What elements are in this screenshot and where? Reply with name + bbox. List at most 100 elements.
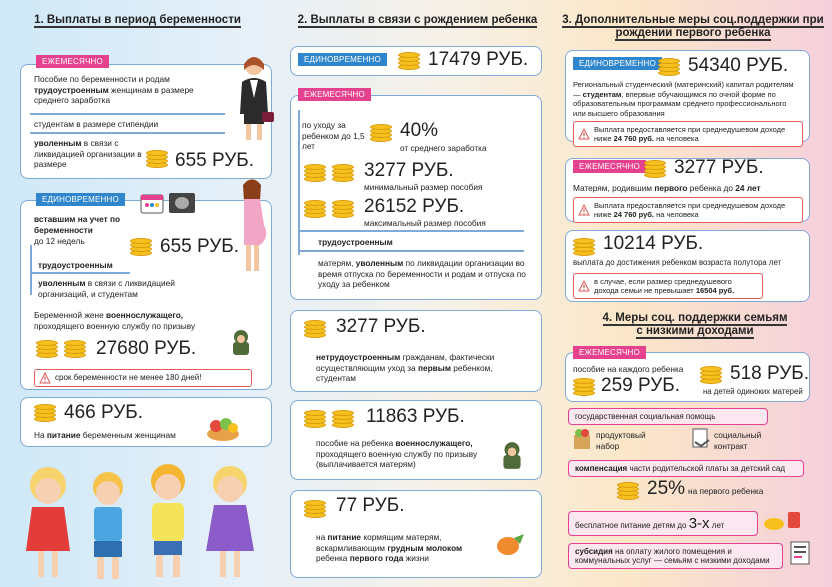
divider — [298, 230, 524, 232]
soldier-icon — [233, 330, 249, 355]
each-child-text: пособие на каждого ребенка — [573, 364, 684, 374]
amount-655-once: 655 РУБ. — [160, 236, 240, 257]
monthly-tag: ЕЖЕМЕСЯЧНО — [298, 88, 371, 101]
compensation-bar: компенсация части родительской платы за … — [568, 460, 804, 477]
connector-line — [30, 245, 32, 295]
registered-text: вставшим на учет по беременности — [34, 214, 121, 235]
amount-54340: 54340 РУБ. — [688, 55, 789, 76]
food-basket-icon — [207, 418, 239, 441]
coins-icon — [304, 164, 330, 182]
coins-icon — [304, 200, 330, 218]
employed-text: трудоустроенным — [318, 237, 393, 247]
subsidy-bar: субсидия на оплату жилого помещения и ко… — [568, 543, 783, 569]
once-tag: ЕДИНОВРЕМЕННО — [298, 53, 387, 66]
pregnancy-once-card — [20, 200, 272, 390]
amount-17479: 17479 РУБ. — [428, 49, 529, 70]
calendar-icon — [140, 194, 164, 214]
handshake-contract-icon — [692, 428, 710, 448]
dismissed-students-text: уволенным в связи с ликвидацией организа… — [38, 278, 175, 299]
coins-icon — [370, 124, 396, 142]
maternity-text: Пособие по беременности и родам трудоуст… — [34, 74, 194, 105]
section-1-title: 1. Выплаты в период беременности — [34, 14, 241, 28]
one-and-half-text: выплата до достижения ребенком возраста … — [573, 258, 782, 267]
section-4-title: 4. Меры соц. поддержки семьям с низкими … — [602, 312, 788, 339]
capital-text: Региональный студенческий (материнский) … — [573, 80, 794, 118]
unemployed-text: нетрудоустроенным гражданам, фактически … — [316, 352, 495, 383]
nursing-food-card — [290, 490, 542, 578]
soldier-wife-text: Беременной жене военнослужащего, проходя… — [34, 310, 196, 331]
coins-icon — [332, 200, 358, 218]
coins-icon — [64, 340, 90, 358]
warning-icon — [39, 372, 51, 384]
warning-icon — [578, 204, 590, 216]
coins-icon — [34, 404, 60, 422]
amount-3277-first: 3277 РУБ. — [674, 157, 764, 178]
max-label: максимальный размер пособия — [364, 218, 486, 228]
ultrasound-icon — [169, 193, 195, 213]
birth-monthly-card — [290, 95, 542, 300]
connector-line — [298, 110, 300, 255]
military-child-text: пособие на ребенка военнослужащего, прох… — [316, 438, 478, 469]
coins-icon — [304, 410, 330, 428]
divider — [30, 113, 225, 115]
warning-income-2: Выплата предоставляется при среднедушево… — [573, 197, 803, 223]
utility-bill-icon — [790, 541, 810, 565]
warning-icon — [578, 280, 590, 292]
warning-income-3: в случае, если размер среднедушевого дох… — [573, 273, 763, 299]
coins-icon — [304, 320, 330, 338]
nursing-food-text: на питание кормящим матерям, вскармливаю… — [316, 532, 463, 563]
care-percent-sub: от среднего заработка — [400, 143, 487, 153]
amount-77: 77 РУБ. — [336, 495, 405, 516]
pregnant-businesswoman-icon — [240, 57, 274, 140]
coins-icon — [658, 58, 684, 76]
monthly-tag: ЕЖЕМЕСЯЧНО — [573, 346, 646, 359]
soldier-icon — [503, 442, 521, 469]
low-income-monthly-card — [565, 352, 810, 402]
coins-icon — [146, 150, 172, 168]
amount-10214: 10214 РУБ. — [603, 233, 704, 254]
coins-icon — [700, 366, 726, 384]
food-set-text: продуктовый набор — [596, 430, 646, 451]
divider — [30, 272, 130, 274]
once-tag: ЕДИНОВРЕМЕННО — [36, 193, 125, 206]
coins-icon — [398, 52, 424, 70]
warning-income-1: Выплата предоставляется при среднедушево… — [573, 121, 803, 147]
baby-food-icon — [764, 512, 800, 530]
amount-3277-unemployed: 3277 РУБ. — [336, 316, 426, 337]
divider — [30, 132, 225, 134]
contract-text: социальный контракт — [714, 430, 762, 451]
section-3-title: 3. Дополнительные меры соц.поддержки при… — [562, 14, 824, 41]
amount-466: 466 РУБ. — [64, 402, 144, 423]
weeks-text: до 12 недель — [34, 236, 85, 246]
divider — [298, 250, 524, 252]
coins-icon — [130, 238, 156, 256]
mothers-text: матерям, уволенным по ликвидации организ… — [318, 258, 526, 289]
warning-icon — [578, 128, 590, 140]
coins-icon — [573, 238, 599, 256]
amount-26152-max: 26152 РУБ. — [364, 196, 465, 217]
coins-icon — [573, 378, 599, 396]
single-mothers-text: на детей одиноких матерей — [703, 387, 803, 396]
amount-518: 518 РУБ. — [730, 363, 810, 384]
coins-icon — [36, 340, 62, 358]
coins-icon — [332, 164, 358, 182]
once-tag: ЕДИНОВРЕМЕННО — [573, 57, 662, 70]
amount-259: 259 РУБ. — [601, 375, 681, 396]
care-text: по уходу за ребенком до 1,5 лет — [302, 120, 365, 151]
state-help-bar: государственная социальная помощь — [568, 408, 768, 425]
min-label: минимальный размер пособия — [364, 182, 483, 192]
amount-27680: 27680 РУБ. — [96, 338, 197, 359]
employed-text: трудоустроенным — [38, 260, 113, 270]
food-pregnant-text: На питание беременным женщинам — [34, 430, 176, 440]
compensation-sub: на первого ребенка — [688, 486, 764, 496]
coins-icon — [304, 500, 330, 518]
amount-11863: 11863 РУБ. — [366, 406, 465, 427]
food-icon — [497, 534, 524, 555]
monthly-tag: ЕЖЕМЕСЯЧНО — [573, 160, 646, 173]
coins-icon — [617, 482, 643, 500]
care-percent: 40% — [400, 120, 439, 141]
coins-icon — [332, 410, 358, 428]
children-illustration — [26, 464, 254, 579]
section-2-title: 2. Выплаты в связи с рождением ребенка — [297, 14, 538, 28]
monthly-tag: ЕЖЕМЕСЯЧНО — [36, 55, 109, 68]
